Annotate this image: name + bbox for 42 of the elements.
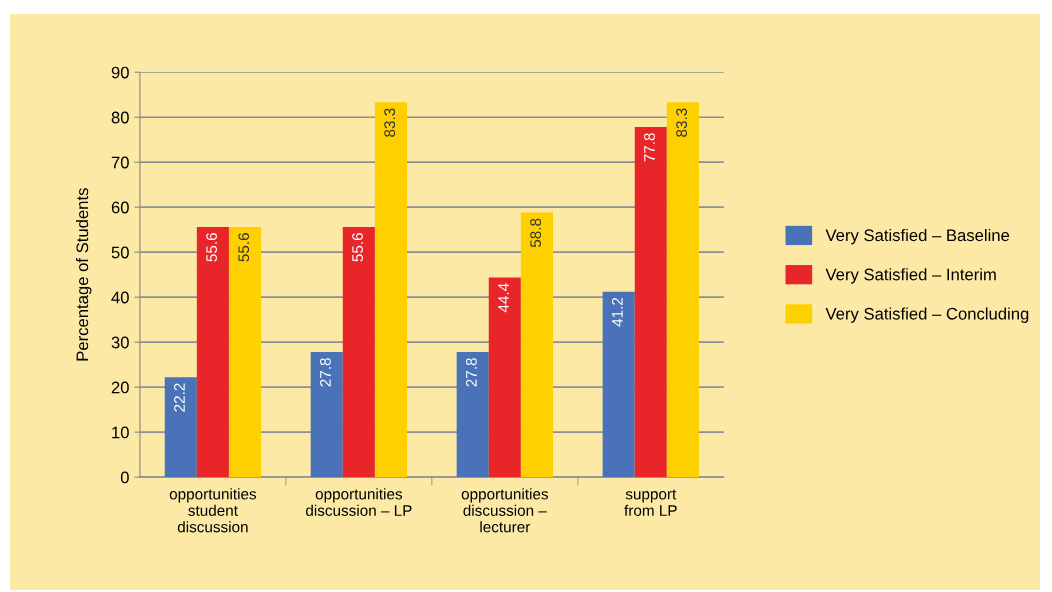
bar xyxy=(342,227,375,478)
bar xyxy=(310,352,343,478)
y-tick-label: 30 xyxy=(111,336,129,349)
data-label: 77.8 xyxy=(644,133,655,162)
data-label: 83.3 xyxy=(676,108,688,137)
data-label: 41.2 xyxy=(611,297,623,327)
x-tick-label: opportunities discussion – lecturer xyxy=(461,488,549,533)
y-tick-label: 70 xyxy=(111,156,129,169)
bar xyxy=(228,227,262,478)
data-label: 27.8 xyxy=(320,358,331,387)
y-tick-label: 60 xyxy=(111,201,129,214)
legend-label: Very Satisfied – Interim xyxy=(825,268,996,284)
bar xyxy=(488,277,521,478)
data-label: 83.3 xyxy=(384,108,396,137)
data-label: 55.6 xyxy=(352,233,363,262)
x-tick-label: opportunities student discussion xyxy=(169,488,257,533)
data-label: 44.4 xyxy=(498,283,509,313)
y-tick-label: 0 xyxy=(120,471,129,484)
data-label: 55.6 xyxy=(238,233,250,262)
bar xyxy=(164,377,197,478)
data-label: 58.8 xyxy=(530,218,542,248)
y-tick-label: 90 xyxy=(111,66,129,79)
y-axis-title: Percentage of Students xyxy=(75,188,92,361)
bar xyxy=(666,102,699,478)
y-tick-label: 40 xyxy=(111,291,129,304)
bar xyxy=(456,352,489,478)
bar xyxy=(374,102,408,478)
y-tick-label: 50 xyxy=(111,246,129,259)
bar xyxy=(634,127,667,478)
data-label: 22.2 xyxy=(174,383,185,412)
y-tick-label: 20 xyxy=(111,381,129,394)
legend-label: Very Satisfied – Concluding xyxy=(825,307,1029,323)
x-tick-label: support from LP xyxy=(624,489,677,516)
data-label: 55.6 xyxy=(206,233,217,262)
data-label: 27.8 xyxy=(466,358,477,387)
bar xyxy=(520,212,553,478)
y-tick-label: 80 xyxy=(111,111,129,124)
x-tick-label: opportunities discussion – LP xyxy=(306,488,412,516)
bar xyxy=(196,227,229,478)
bar xyxy=(602,291,635,478)
y-tick-label: 10 xyxy=(112,426,129,439)
legend-label: Very Satisfied – Baseline xyxy=(825,228,1010,245)
